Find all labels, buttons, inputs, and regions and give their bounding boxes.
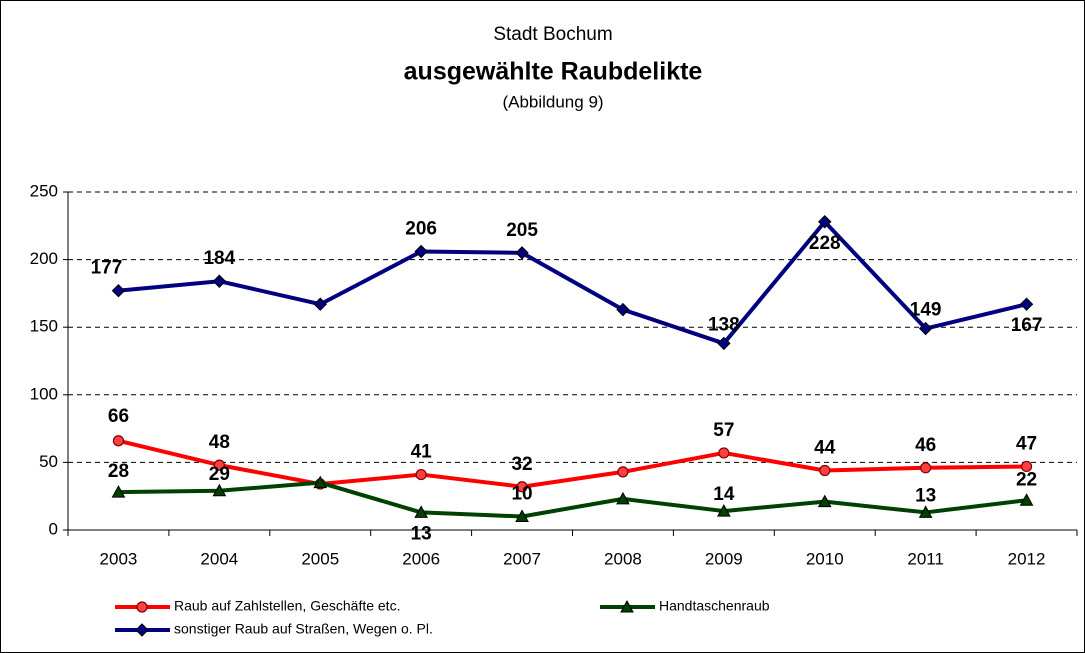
x-tick-label: 2003 bbox=[100, 549, 138, 568]
series-line bbox=[118, 219, 1028, 346]
data-label: 29 bbox=[209, 464, 230, 485]
y-tick-label: 100 bbox=[30, 384, 58, 403]
marker bbox=[717, 504, 731, 517]
marker bbox=[1019, 493, 1034, 506]
x-tick-label: 2004 bbox=[200, 549, 238, 568]
marker bbox=[515, 509, 529, 522]
y-tick-label: 50 bbox=[39, 452, 58, 471]
data-label: 206 bbox=[405, 219, 437, 240]
data-label: 14 bbox=[713, 484, 735, 505]
data-label: 46 bbox=[915, 435, 936, 456]
legend-label: sonstiger Raub auf Straßen, Wegen o. Pl. bbox=[174, 621, 433, 637]
y-tick-label: 0 bbox=[49, 519, 58, 538]
marker bbox=[718, 447, 730, 459]
x-tick-label: 2007 bbox=[503, 549, 541, 568]
series-line bbox=[118, 480, 1027, 519]
data-label: 13 bbox=[411, 523, 432, 544]
data-label: 205 bbox=[506, 220, 538, 241]
data-label: 167 bbox=[1011, 315, 1043, 336]
legend-label: Raub auf Zahlstellen, Geschäfte etc. bbox=[174, 598, 400, 614]
marker bbox=[213, 459, 225, 471]
marker bbox=[617, 466, 629, 478]
data-label: 57 bbox=[713, 420, 734, 441]
data-label: 149 bbox=[910, 300, 942, 321]
data-label: 66 bbox=[108, 406, 129, 427]
data-label: 138 bbox=[708, 314, 740, 335]
marker bbox=[313, 475, 328, 489]
chart-title: Stadt Bochum bbox=[493, 24, 612, 45]
marker bbox=[818, 215, 832, 229]
marker bbox=[516, 481, 528, 493]
marker bbox=[920, 462, 932, 474]
marker bbox=[313, 297, 327, 311]
marker bbox=[415, 468, 427, 481]
legend-marker bbox=[620, 599, 634, 613]
marker bbox=[111, 283, 126, 298]
x-tick-label: 2005 bbox=[301, 549, 339, 568]
marker bbox=[515, 246, 529, 260]
marker bbox=[112, 435, 125, 447]
y-tick-label: 200 bbox=[30, 249, 58, 268]
x-tick-label: 2010 bbox=[806, 549, 844, 568]
x-tick-label: 2006 bbox=[402, 549, 440, 568]
legend-label: Handtaschenraub bbox=[659, 598, 770, 614]
data-label: 47 bbox=[1016, 433, 1037, 454]
marker bbox=[212, 483, 227, 497]
marker bbox=[918, 321, 933, 336]
chart-subtitle: ausgewählte Raubdelikte bbox=[404, 58, 703, 86]
data-label: 41 bbox=[411, 442, 433, 463]
marker bbox=[817, 494, 832, 508]
y-tick-label: 150 bbox=[30, 317, 58, 336]
series-line bbox=[117, 438, 1027, 489]
data-label: 22 bbox=[1016, 469, 1037, 490]
marker bbox=[616, 302, 630, 317]
data-label: 184 bbox=[203, 248, 235, 269]
marker bbox=[111, 485, 126, 498]
legend-marker bbox=[135, 623, 149, 637]
data-label: 177 bbox=[91, 258, 123, 279]
y-tick-label: 250 bbox=[30, 181, 58, 200]
marker bbox=[616, 491, 630, 505]
legend-marker bbox=[136, 601, 148, 613]
x-tick-label: 2008 bbox=[604, 549, 642, 568]
data-label: 44 bbox=[814, 438, 836, 459]
data-label: 228 bbox=[809, 233, 841, 254]
marker bbox=[717, 336, 731, 351]
data-label: 13 bbox=[915, 485, 936, 506]
x-tick-label: 2012 bbox=[1008, 549, 1046, 568]
annotation: (Abbildung 9) bbox=[502, 92, 603, 111]
marker bbox=[1019, 297, 1034, 311]
data-label: 32 bbox=[511, 454, 532, 475]
data-label: 48 bbox=[209, 432, 230, 453]
marker bbox=[819, 464, 831, 477]
marker bbox=[212, 274, 227, 288]
x-tick-label: 2011 bbox=[907, 549, 944, 568]
marker bbox=[918, 505, 933, 518]
data-label: 28 bbox=[108, 461, 129, 482]
x-tick-label: 2009 bbox=[705, 549, 743, 568]
data-label: 10 bbox=[511, 483, 532, 504]
marker bbox=[414, 505, 428, 518]
marker bbox=[1020, 460, 1033, 473]
marker bbox=[414, 244, 428, 259]
